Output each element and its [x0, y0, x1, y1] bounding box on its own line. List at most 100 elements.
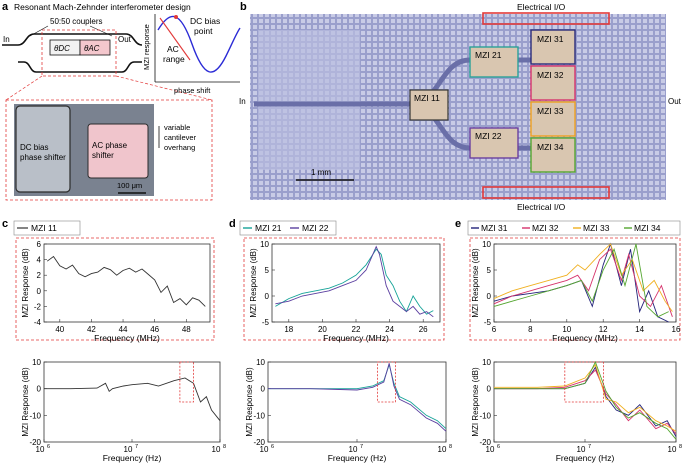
zoom-line-a-left — [5, 75, 43, 101]
dc-bias-label-1: DC bias — [190, 16, 220, 26]
d-zoom-xtick-label-0: 18 — [284, 325, 293, 334]
d-full-xtick-label-1: 10 — [349, 445, 358, 454]
dc-bias-label-2: point — [194, 26, 213, 36]
c-zoom-xtick-label-3: 46 — [150, 325, 159, 334]
c-full-xtick-label-2: 10 — [212, 445, 221, 454]
e-zoom-axes-frame — [493, 243, 677, 323]
d-full-xtick-exp-0: 6 — [271, 444, 274, 450]
legend-d: MZI 21 MZI 22 — [239, 220, 337, 236]
inset-ac-label-2: shifter — [92, 151, 114, 160]
inset-frame — [5, 99, 213, 201]
inset-dc-label-1: DC bias — [20, 143, 48, 152]
e-zoom-xtick-label-2: 10 — [562, 325, 571, 334]
panel-d-letter: d — [229, 218, 236, 230]
io-label-bottom: Electrical I/O — [517, 202, 566, 212]
mzi21-label: MZI 21 — [475, 50, 502, 60]
c-full-xtick-exp-1: 7 — [135, 444, 138, 450]
e-zoom-xtick-label-5: 16 — [672, 325, 681, 334]
zoom-box-a — [41, 29, 117, 77]
response-ylabel: MZI response — [142, 24, 151, 70]
zoom-frame-d — [243, 237, 445, 341]
d-full-xlabel: Frequency (Hz) — [328, 453, 387, 463]
e-full-axes-frame — [493, 361, 677, 443]
d-zoom-ylabel: MZI Response (dB) — [249, 248, 258, 318]
mzi-in-label: In — [3, 35, 10, 44]
c-full-xtick-exp-2: 8 — [223, 444, 226, 450]
d-zoom-xtick-label-2: 22 — [352, 325, 361, 334]
zoom-frame-e — [469, 237, 681, 341]
e-zoom-xtick-label-3: 12 — [599, 325, 608, 334]
mzi22-label: MZI 22 — [475, 131, 502, 141]
couplers-label: 50:50 couplers — [50, 17, 102, 26]
c-zoom-xtick-label-0: 40 — [55, 325, 64, 334]
d-full-xtick-exp-2: 8 — [449, 444, 452, 450]
c-full-zoom-region — [179, 361, 194, 403]
e-zoom-ytick-label-1: 0 — [487, 292, 492, 301]
c-full-series-mzi-11 — [44, 377, 221, 421]
legend-e: MZI 31 MZI 32 MZI 33 MZI 34 — [467, 220, 681, 236]
c-full-ylabel: MZI Response (dB) — [21, 367, 30, 437]
d-full-ytick-label-1: -10 — [253, 411, 265, 420]
legend-e-label-2: MZI 33 — [583, 223, 610, 233]
e-full-xtick-label-2: 10 — [668, 445, 677, 454]
d-zoom-xlabel: Frequency (MHz) — [323, 333, 389, 343]
d-zoom-xtick-label-1: 20 — [318, 325, 327, 334]
chip-in-label: In — [239, 97, 246, 106]
c-full-xtick-label-1: 10 — [124, 445, 133, 454]
cantilever-label-2: cantilever — [164, 133, 197, 142]
d-full-xtick-label-2: 10 — [438, 445, 447, 454]
mzi34-label: MZI 34 — [537, 142, 564, 152]
e-zoom-ytick-label-0: -5 — [484, 318, 492, 327]
mzi31-label: MZI 31 — [537, 34, 564, 44]
legend-c-frame — [13, 220, 81, 236]
chip-out-label: Out — [668, 97, 682, 106]
theta-ac-box — [79, 39, 111, 56]
d-zoom-series-mzi-22 — [275, 245, 434, 318]
legend-d-label-0: MZI 21 — [255, 223, 282, 233]
zoom-line-a-right — [115, 75, 213, 101]
c-full-xtick-exp-0: 6 — [47, 444, 50, 450]
e-full-ytick-label-3: 10 — [482, 358, 491, 367]
inset-scalebar-label: 100 μm — [117, 181, 142, 190]
cantilever-label-3: overhang — [164, 143, 195, 152]
legend-e-label-1: MZI 32 — [532, 223, 559, 233]
d-full-ytick-label-0: -20 — [253, 438, 265, 447]
chip-scalebar-label: 1 mm — [311, 168, 331, 177]
e-full-ylabel: MZI Response (dB) — [471, 367, 480, 437]
c-zoom-axes-frame — [43, 243, 211, 323]
mzi32-label: MZI 32 — [537, 70, 564, 80]
d-zoom-xtick-label-4: 26 — [419, 325, 428, 334]
e-zoom-ytick-label-3: 10 — [482, 240, 491, 249]
e-zoom-xlabel: Frequency (MHz) — [552, 333, 618, 343]
e-zoom-ylabel: MZI Response (dB) — [471, 248, 480, 318]
e-zoom-ytick-label-2: 5 — [487, 266, 492, 275]
panel-b: b MZI 11 MZI 21 MZI 22 MZI 31 MZI 32 MZI… — [239, 1, 682, 212]
d-full-ytick-label-3: 10 — [256, 358, 265, 367]
d-zoom-ytick-label-2: 5 — [265, 266, 270, 275]
c-zoom-xlabel: Frequency (MHz) — [94, 333, 160, 343]
waveguide-bottom — [18, 61, 142, 73]
d-zoom-ytick-label-1: 0 — [265, 292, 270, 301]
e-full-xlabel: Frequency (Hz) — [556, 453, 615, 463]
panel-c-letter: c — [2, 218, 8, 230]
ac-range-label-2: range — [163, 54, 185, 64]
io-box-top — [482, 12, 610, 25]
panel-a-title: Resonant Mach-Zehnder interferometer des… — [14, 2, 191, 12]
c-zoom-ytick-label-4: 4 — [37, 256, 42, 265]
d-full-ylabel: MZI Response (dB) — [245, 367, 254, 437]
d-zoom-ytick-label-3: 10 — [260, 240, 269, 249]
e-full-zoom-region — [564, 361, 604, 403]
e-full-ytick-label-0: -20 — [479, 438, 491, 447]
d-full-zoom-region — [377, 361, 396, 403]
mzi32-box — [530, 65, 576, 101]
c-full-ytick-label-3: 10 — [32, 358, 41, 367]
dc-bias-point — [174, 15, 178, 19]
mzi11-box — [409, 89, 449, 121]
c-zoom-ylabel: MZI Response (dB) — [21, 248, 30, 318]
c-zoom-xtick-label-4: 48 — [182, 325, 191, 334]
e-full-xtick-label-1: 10 — [577, 445, 586, 454]
d-full-xtick-label-0: 10 — [260, 445, 269, 454]
e-full-xtick-exp-0: 6 — [497, 444, 500, 450]
io-box-bottom — [482, 186, 610, 199]
